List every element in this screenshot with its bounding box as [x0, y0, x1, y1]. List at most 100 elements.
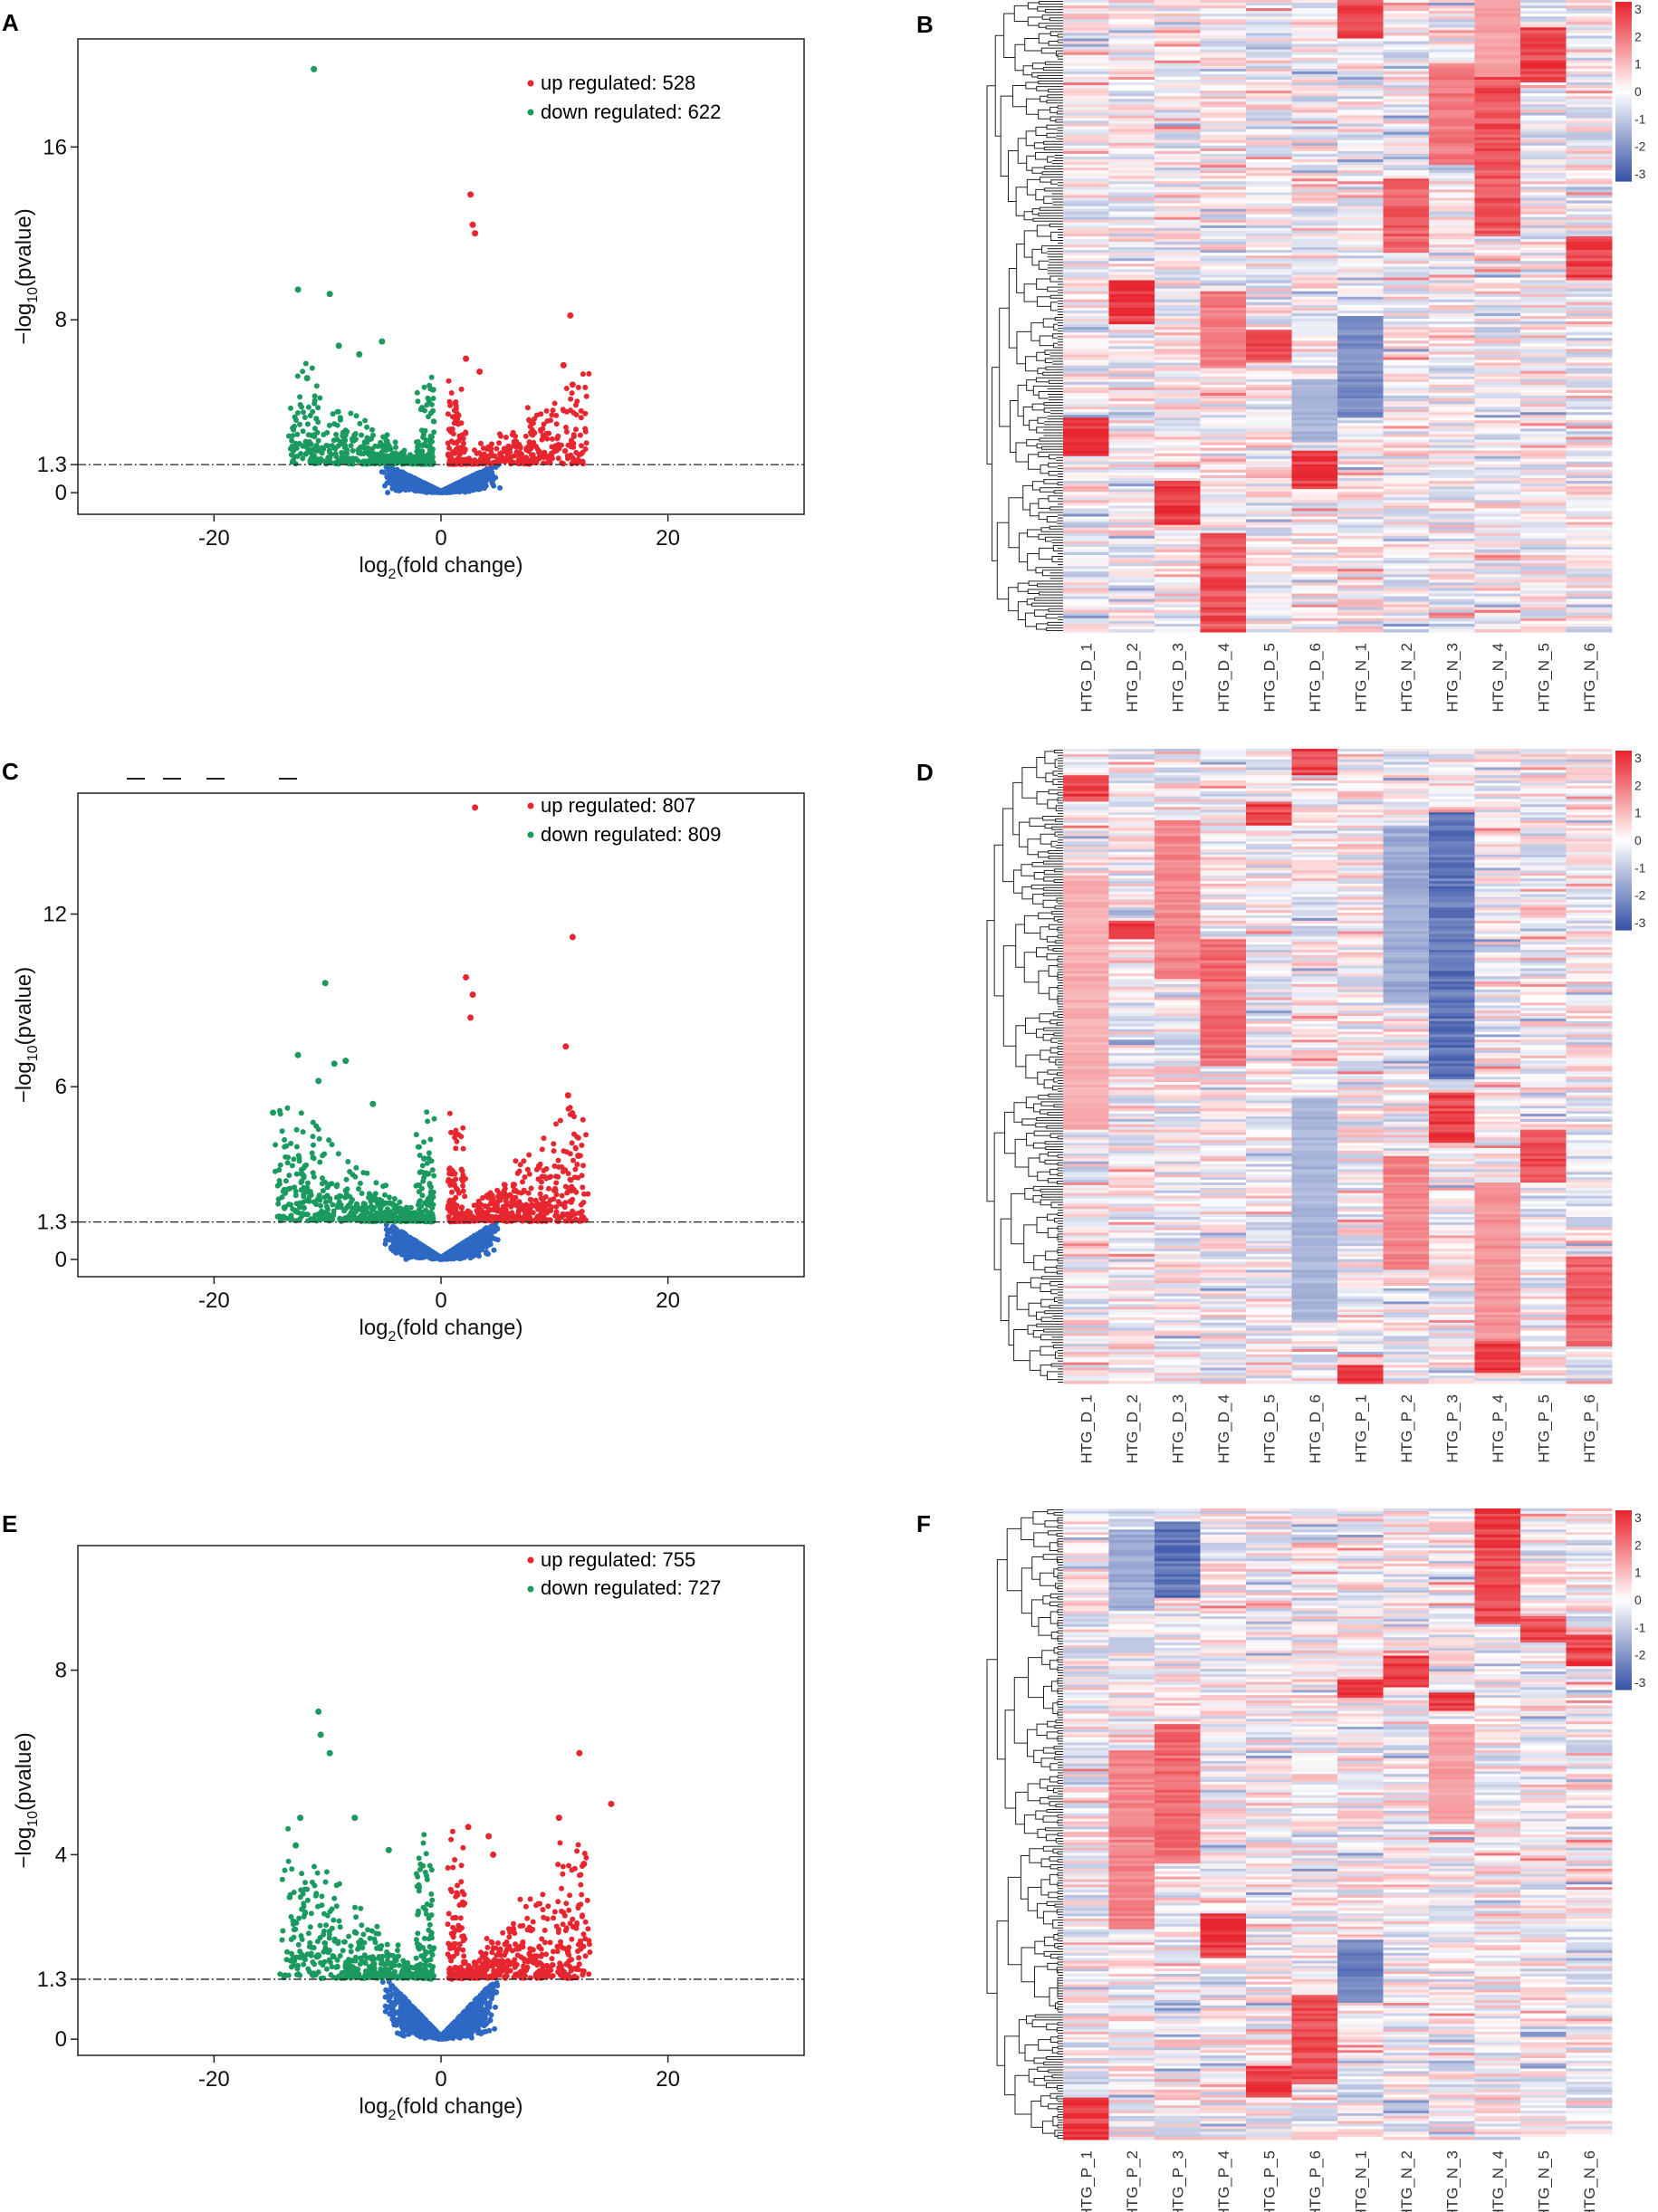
point-up — [467, 459, 474, 464]
point-up — [543, 430, 550, 436]
point-down — [342, 443, 349, 449]
point-ns — [459, 1241, 465, 1248]
panel-letter-b: B — [916, 11, 934, 38]
point-down — [297, 421, 302, 427]
point-down — [352, 436, 359, 443]
point-up — [567, 1198, 573, 1204]
point-up — [496, 440, 503, 446]
point-up — [510, 1183, 516, 1190]
point-up — [445, 451, 451, 457]
point-ns — [491, 1247, 497, 1253]
point-up-outlier — [469, 221, 476, 228]
point-up — [460, 1178, 465, 1184]
point-ns — [398, 1242, 405, 1249]
point-ns — [465, 1249, 472, 1255]
point-up — [455, 1132, 462, 1138]
point-up — [523, 456, 530, 463]
point-up — [519, 451, 525, 457]
point-up — [455, 437, 462, 444]
point-up — [564, 408, 570, 415]
point-down — [407, 452, 413, 458]
point-up — [462, 446, 468, 453]
point-up — [569, 461, 575, 467]
point-up — [521, 461, 527, 467]
point-up — [445, 1205, 451, 1211]
point-up — [562, 1183, 569, 1190]
point-up — [539, 1146, 545, 1153]
point-up — [541, 421, 547, 427]
point-down — [392, 439, 398, 445]
point-up — [561, 1204, 568, 1211]
point-ns — [472, 474, 478, 481]
point-up — [534, 1204, 541, 1211]
point-up — [548, 1208, 554, 1213]
point-up — [480, 453, 486, 459]
point-up — [510, 429, 516, 436]
point-down — [326, 422, 332, 428]
point-down — [324, 429, 331, 436]
point-down — [423, 437, 429, 444]
point-up — [515, 1210, 522, 1215]
point-up — [546, 456, 552, 463]
y-tick-label: 0 — [55, 481, 67, 505]
panel-letter-e: E — [2, 1510, 17, 1537]
point-ns — [472, 485, 478, 492]
point-up — [538, 1218, 544, 1224]
point-down — [385, 441, 391, 447]
point-up — [555, 433, 561, 439]
point-down — [357, 420, 363, 426]
point-up — [553, 1121, 559, 1127]
point-up — [573, 449, 580, 455]
legend-down-dot — [527, 109, 534, 116]
point-up — [459, 1168, 465, 1174]
point-up — [563, 1149, 570, 1155]
point-up — [526, 1152, 532, 1158]
point-up — [505, 443, 512, 449]
volcano-panel-c: C up regulated: 807 down regulated: 809 — [2, 758, 721, 846]
point-down-outlier — [294, 286, 302, 293]
point-down — [322, 458, 329, 464]
point-down — [390, 451, 397, 457]
point-up — [445, 411, 451, 417]
point-ns — [482, 483, 488, 489]
point-down — [364, 424, 370, 430]
point-down — [290, 433, 296, 439]
y-tick-label: 16 — [43, 135, 67, 159]
point-down — [326, 447, 332, 454]
point-up — [476, 461, 483, 467]
point-up — [585, 1191, 591, 1197]
point-ns — [429, 485, 436, 492]
point-up — [563, 429, 570, 435]
panel-letter-a: A — [2, 9, 19, 36]
point-ns — [497, 484, 503, 491]
point-up — [572, 1216, 579, 1222]
panel-letter-d: D — [916, 759, 934, 786]
point-ns — [455, 1246, 461, 1252]
legend-down-label-c: down regulated: 809 — [541, 823, 721, 846]
point-up — [515, 461, 522, 467]
point-up — [568, 1177, 574, 1183]
point-down — [297, 402, 303, 407]
point-ns — [389, 1223, 396, 1230]
point-up — [549, 412, 555, 418]
point-down — [313, 383, 320, 389]
point-ns — [383, 1226, 389, 1232]
point-down — [289, 1163, 295, 1169]
point-down — [311, 426, 318, 432]
point-down — [307, 413, 313, 418]
point-up — [575, 384, 581, 390]
point-ns — [444, 1252, 449, 1259]
point-down — [431, 429, 437, 436]
point-up — [446, 1213, 452, 1220]
point-down — [313, 443, 320, 448]
point-up — [529, 455, 535, 462]
point-up — [579, 1142, 585, 1148]
point-up — [528, 1202, 534, 1208]
point-up — [573, 402, 579, 408]
point-up — [453, 460, 459, 466]
point-up-outlier — [467, 191, 474, 198]
point-up — [458, 386, 465, 392]
legend-down-label-e: down regulated: 727 — [541, 1576, 721, 1599]
x-tick-label: 0 — [435, 526, 446, 551]
point-up — [580, 1116, 586, 1123]
